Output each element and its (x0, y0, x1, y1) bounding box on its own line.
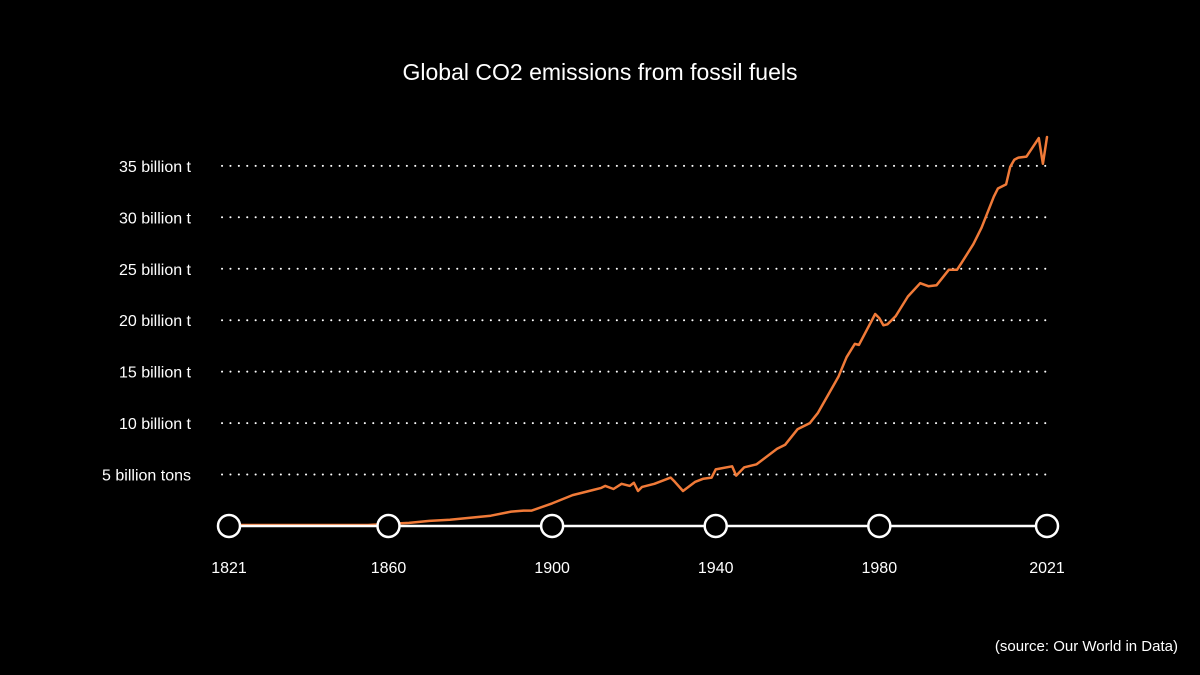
y-tick-labels: 5 billion tons 10 billion t 15 billion t 20… (102, 159, 192, 485)
x-axis-marker (539, 513, 565, 539)
gridlines (221, 164, 1050, 476)
y-tick-label: 10 billion t (119, 416, 192, 433)
x-tick-label: 1860 (371, 560, 407, 577)
x-tick-labels: 1821 1860 1900 1940 1980 2021 (211, 560, 1065, 577)
y-tick-label: 20 billion t (119, 313, 192, 330)
x-tick-label: 1980 (862, 560, 898, 577)
chart-title: Global CO2 emissions from fossil fuels (403, 59, 798, 85)
x-axis-marker (1034, 513, 1060, 539)
x-axis-marker (216, 513, 242, 539)
y-tick-label: 25 billion t (119, 262, 192, 279)
x-tick-label: 1821 (211, 560, 247, 577)
y-tick-label: 15 billion t (119, 365, 192, 382)
x-tick-label: 1940 (698, 560, 734, 577)
x-axis (216, 513, 1060, 539)
x-axis-marker (703, 513, 728, 539)
x-tick-label: 2021 (1029, 560, 1065, 577)
y-tick-label: 5 billion tons (102, 468, 191, 485)
y-tick-label: 30 billion t (119, 210, 192, 227)
x-axis-marker (867, 513, 892, 539)
x-tick-label: 1900 (534, 560, 570, 577)
co2-emissions-line (227, 135, 1049, 527)
x-axis-marker (376, 513, 401, 539)
y-tick-label: 35 billion t (119, 159, 192, 176)
source-note: (source: Our World in Data) (995, 638, 1178, 655)
series-layer (227, 135, 1049, 527)
